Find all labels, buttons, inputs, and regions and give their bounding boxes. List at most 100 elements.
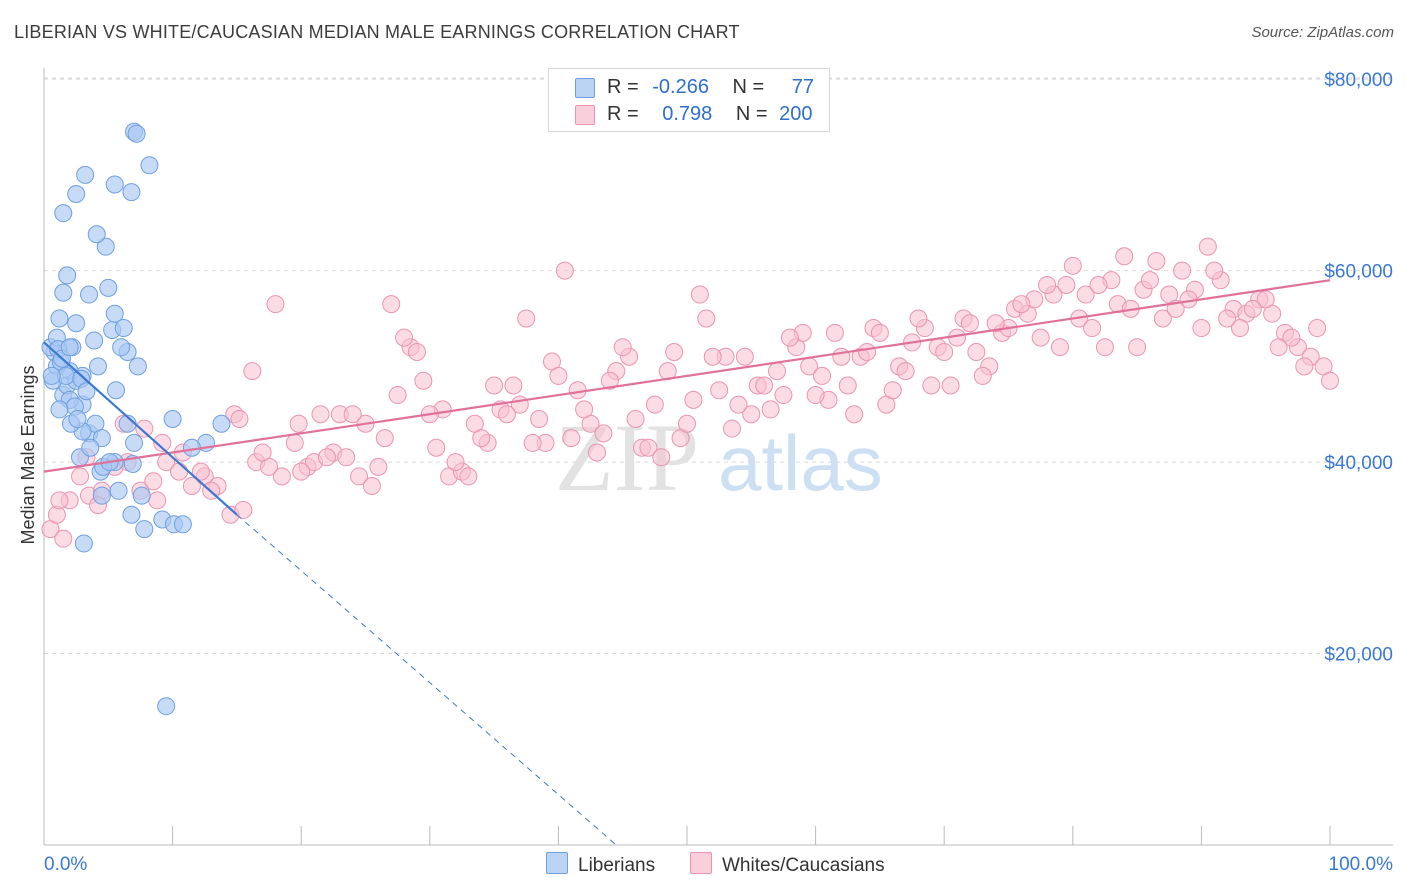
data-point-whites [723,419,742,438]
data-point-whites [375,429,394,448]
legend-swatch-whites [575,105,595,125]
data-point-whites [935,342,954,361]
legend-swatch-liberians [575,78,595,98]
data-point-whites [170,462,189,481]
data-point-whites [182,477,201,496]
data-point-whites [337,448,356,467]
data-point-whites [838,376,857,395]
data-point-whites [555,261,574,280]
data-point-whites [896,362,915,381]
data-point-whites [941,376,960,395]
watermark-zip: ZIP [555,404,699,511]
data-point-whites [1095,338,1114,357]
data-point-liberians [99,278,118,297]
data-point-liberians [50,309,69,328]
bottom-legend-label-whites: Whites/Caucasians [722,855,885,876]
data-point-whites [652,448,671,467]
data-point-whites [742,405,761,424]
data-point-liberians [212,414,231,433]
data-point-whites [697,309,716,328]
data-point-liberians [67,185,86,204]
data-point-liberians [122,183,141,202]
data-point-whites [665,342,684,361]
data-point-liberians [74,534,93,553]
bottom-legend-liberians: Liberians [546,852,655,877]
data-point-whites [1031,328,1050,347]
legend-n-value: 77 [791,76,815,98]
data-point-whites [575,400,594,419]
data-point-liberians [77,382,96,401]
source-label: Source: ZipAtlas.com [1251,24,1394,41]
data-point-whites [272,467,291,486]
axes [43,68,1393,846]
data-point-whites [806,386,825,405]
data-point-whites [922,376,941,395]
data-point-whites [909,309,928,328]
data-point-whites [54,529,73,548]
data-point-whites [459,467,478,486]
data-point-liberians [81,438,100,457]
y-axis-label: Median Male Earnings [18,365,38,544]
data-point-whites [153,433,172,452]
data-point-liberians [89,357,108,376]
data-point-whites [1012,295,1031,314]
y-tick-label: $80,000 [1324,70,1393,91]
data-point-liberians [85,331,104,350]
data-point-whites [755,376,774,395]
y-tick-labels: $20,000 $40,000 $60,000 $80,000 [1324,70,1393,665]
data-point-liberians [76,165,95,184]
data-point-liberians [67,314,86,333]
bottom-legend-swatch-liberians [546,852,568,874]
data-point-whites [135,419,154,438]
data-point-whites [71,467,90,486]
data-point-liberians [122,505,141,524]
data-point-whites [858,342,877,361]
data-point-whites [870,323,889,342]
data-point-whites [845,405,864,424]
data-point-whites [1269,338,1288,357]
data-point-liberians [54,204,73,223]
bottom-legend-label-liberians: Liberians [578,855,656,876]
data-point-whites [148,491,167,510]
data-point-whites [350,467,369,486]
chart-title: LIBERIAN VS WHITE/CAUCASIAN MEDIAN MALE … [14,22,740,42]
data-point-whites [517,309,536,328]
data-point-whites [234,500,253,519]
data-point-whites [735,347,754,366]
x-tick-label-max: 100.0% [1329,854,1394,875]
data-point-whites [266,295,285,314]
data-point-liberians [92,486,111,505]
data-point-liberians [80,285,99,304]
data-point-liberians [42,366,61,385]
data-point-liberians [125,433,144,452]
data-point-whites [50,491,69,510]
data-point-whites [1076,285,1095,304]
data-point-liberians [54,283,73,302]
data-point-whites [1050,338,1069,357]
data-point-whites [960,314,979,333]
data-point-whites [684,390,703,409]
data-point-whites [317,448,336,467]
data-point-liberians [135,520,154,539]
data-point-whites [230,409,249,428]
data-point-liberians [109,481,128,500]
data-point-whites [472,429,491,448]
data-point-whites [703,347,722,366]
bottom-legend-whites: Whites/Caucasians [690,852,885,877]
trend-line-liberians [43,341,238,516]
trend-lines [43,279,1331,846]
legend-r-value: 0.798 [662,103,713,125]
data-point-whites [1173,261,1192,280]
data-point-whites [1282,328,1301,347]
data-point-whites [761,400,780,419]
legend-n-value: 200 [779,103,813,125]
data-point-whites [1115,247,1134,266]
data-point-whites [1198,237,1217,256]
data-point-whites [289,414,308,433]
data-point-whites [1153,309,1172,328]
data-point-liberians [105,175,124,194]
data-point-whites [1243,299,1262,318]
data-point-liberians [60,338,79,357]
data-point-whites [678,414,696,433]
